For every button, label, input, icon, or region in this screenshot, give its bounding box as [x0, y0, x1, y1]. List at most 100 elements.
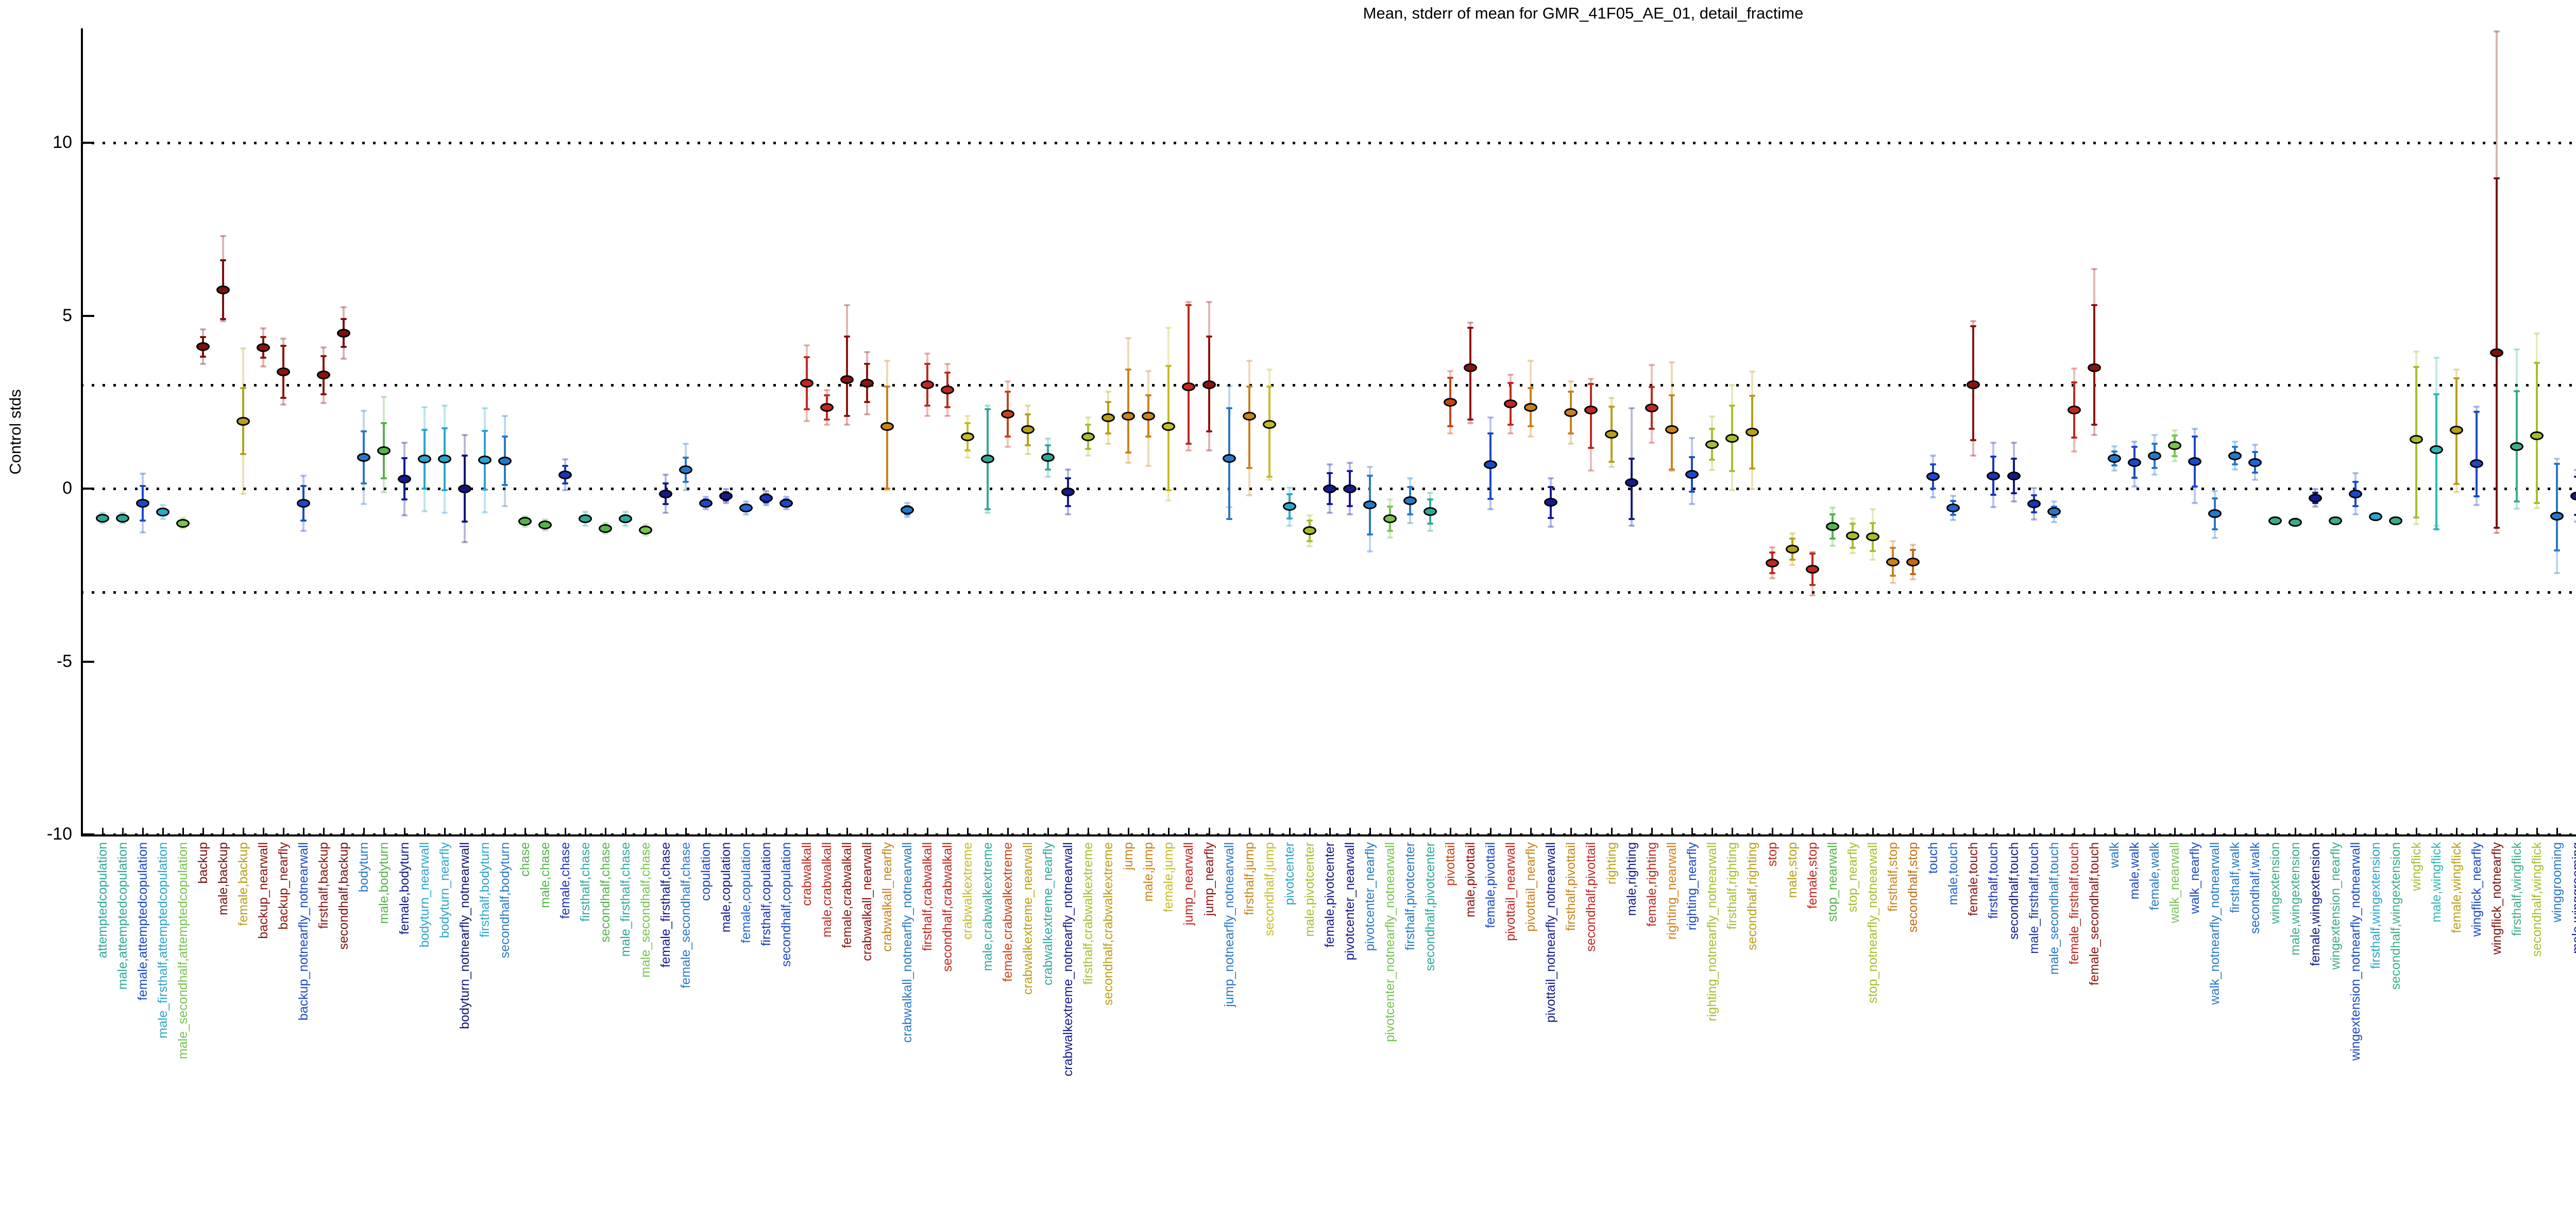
data-point-marker [2329, 516, 2343, 525]
data-point-marker [840, 375, 854, 384]
errorbar-outer-cap [2232, 468, 2239, 471]
errorbar-outer-cap [2352, 513, 2359, 516]
errorbar-outer-cap [200, 328, 206, 331]
errorbar-outer-cap [200, 363, 206, 365]
errorbar-outer-cap [1326, 511, 1333, 514]
errorbar-outer-cap [341, 306, 347, 308]
errorbar-outer-cap [1548, 525, 1554, 528]
x-tick [2174, 828, 2176, 834]
x-category-label: firsthalf,wingflick [2509, 842, 2524, 936]
x-tick [544, 828, 546, 834]
x-tick [766, 828, 768, 834]
x-category-label: chase [517, 842, 532, 877]
x-category-label: walk_nearwall [2167, 842, 2182, 924]
errorbar-outer-cap [2252, 478, 2259, 481]
errorbar-stderr-cap [1447, 425, 1454, 428]
x-axis-spine [81, 834, 2576, 836]
x-tick [2496, 828, 2498, 834]
x-tick [1550, 828, 1552, 834]
errorbar-outer-cap [1145, 370, 1152, 372]
errorbar-stderr-cap [1246, 466, 1252, 469]
gridline-dotted [81, 591, 2576, 594]
errorbar-outer-cap [1386, 498, 1393, 501]
x-category-label: female,wingflick [2449, 842, 2464, 933]
x-category-label: firsthalf,crabwalkextreme [1081, 842, 1096, 985]
errorbar-outer-cap [2050, 500, 2057, 503]
data-point-marker [2489, 348, 2503, 358]
errorbar-outer-cap [2433, 357, 2439, 359]
x-tick [1410, 828, 1411, 834]
x-tick [645, 828, 647, 834]
errorbar-stderr-cap [1688, 491, 1695, 493]
errorbar-stderr-cap [320, 393, 327, 395]
errorbar-stderr-cap [1749, 467, 1755, 470]
errorbar-outer-cap [1668, 361, 1675, 364]
errorbar-stderr-cap [1668, 394, 1675, 396]
x-tick [2335, 828, 2337, 834]
data-point-marker [2107, 454, 2121, 463]
x-tick [162, 828, 164, 834]
x-category-label: secondhalf,copulation [779, 842, 794, 967]
data-point-marker [478, 456, 492, 465]
data-point-marker [1142, 411, 1156, 421]
x-tick [1771, 828, 1773, 834]
errorbar-stderr-cap [1708, 459, 1715, 461]
errorbar-stderr-cap [240, 387, 247, 390]
errorbar-outer-cap [1688, 437, 1695, 440]
x-category-label: wingflick_notnearfly [2489, 842, 2504, 955]
x-category-label: male,wingextension [2288, 842, 2303, 956]
errorbar-outer-cap [642, 524, 649, 526]
errorbar-stderr-cap [1266, 475, 1273, 478]
errorbar-outer-cap [401, 514, 408, 516]
x-category-label: firsthalf,pivottail [1564, 842, 1579, 931]
errorbar-stderr-cap [1990, 456, 1997, 458]
errorbar-outer-cap [541, 518, 548, 521]
errorbar-stderr-cap [803, 408, 810, 410]
errorbar-outer-cap [1548, 477, 1554, 479]
x-category-label: female,crabwalkall [839, 842, 854, 948]
errorbar-outer-cap [1065, 468, 1072, 471]
errorbar-stderr-cap [2573, 476, 2576, 478]
errorbar-stderr-cap [481, 489, 488, 491]
errorbar-stderr-cap [884, 386, 890, 388]
errorbar-stderr-cap [341, 345, 347, 348]
errorbar-stderr-cap [984, 508, 991, 511]
data-point-marker [1685, 470, 1699, 479]
errorbar-outer-cap [1125, 461, 1132, 464]
errorbar-stderr-cap [1065, 477, 1072, 479]
errorbar-outer-cap [461, 541, 468, 543]
errorbar-stderr-cap [139, 484, 146, 487]
errorbar-stderr-cap [1226, 518, 1232, 521]
errorbar-outer-cap [1105, 391, 1112, 393]
errorbar-outer-cap [663, 511, 669, 514]
errorbar-outer-cap [1809, 594, 1816, 596]
errorbar-outer-cap [2191, 502, 2198, 505]
x-tick [2154, 828, 2156, 834]
errorbar-stderr-cap [300, 519, 307, 522]
data-point-marker [2127, 458, 2141, 467]
errorbar-outer-cap [320, 401, 327, 404]
data-point-marker [719, 492, 733, 501]
errorbar-outer-cap [984, 404, 991, 407]
x-tick [2395, 828, 2397, 834]
errorbar-outer-cap [1427, 492, 1434, 494]
x-category-label: touch [1926, 842, 1941, 874]
x-tick [1570, 828, 1572, 834]
errorbar-outer-cap [179, 517, 186, 520]
errorbar-stderr-cap [200, 355, 206, 358]
errorbar-stderr-cap [1407, 513, 1413, 516]
x-category-label: righting [1604, 842, 1619, 884]
data-point-marker [599, 524, 612, 533]
errorbar-outer-cap [1447, 432, 1454, 434]
x-category-label: female,stop [1805, 842, 1820, 909]
errorbar-stderr-cap [139, 519, 146, 522]
x-category-label: backup_nearfly [276, 842, 291, 930]
errorbar-stderr [2475, 412, 2478, 497]
errorbar-outer-cap [2191, 427, 2198, 430]
gridline-dotted [81, 383, 2576, 387]
data-point-marker [820, 403, 834, 412]
errorbar-stderr-cap [1085, 447, 1092, 450]
errorbar-outer-cap [401, 441, 408, 444]
errorbar-outer-cap [2473, 405, 2480, 408]
x-tick [786, 828, 788, 834]
